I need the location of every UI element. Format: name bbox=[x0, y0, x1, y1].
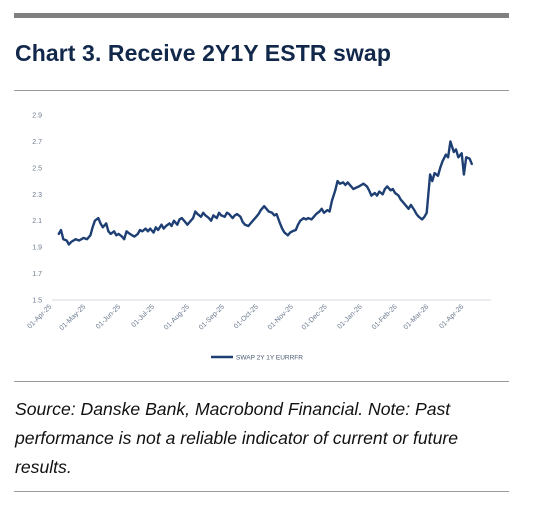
bottom-rule bbox=[14, 491, 509, 492]
x-tick-label: 01-Apr-26 bbox=[438, 303, 465, 330]
x-tick-label: 01-Jul-25 bbox=[131, 303, 157, 329]
top-rule bbox=[14, 13, 509, 18]
y-tick-label: 2.7 bbox=[32, 139, 42, 146]
chart-title: Chart 3. Receive 2Y1Y ESTR swap bbox=[15, 40, 391, 66]
x-tick-label: 01-Feb-26 bbox=[371, 303, 399, 331]
y-tick-label: 2.5 bbox=[32, 165, 42, 172]
y-tick-label: 2.3 bbox=[32, 192, 42, 199]
y-tick-label: 1.7 bbox=[32, 271, 42, 278]
source-note: Source: Danske Bank, Macrobond Financial… bbox=[15, 399, 458, 477]
title-rule bbox=[14, 90, 509, 91]
legend-label: SWAP 2Y 1Y EURRFR bbox=[236, 354, 303, 361]
y-tick-label: 1.9 bbox=[32, 245, 42, 252]
x-tick-label: 01-Aug-25 bbox=[163, 303, 191, 331]
y-tick-label: 2.9 bbox=[32, 113, 42, 120]
line-chart: 2.9 2.7 2.5 2.3 2.1 1.9 1.7 1.501-Apr-25 01-May-… bbox=[26, 113, 491, 361]
y-tick-label: 2.1 bbox=[32, 218, 42, 225]
y-tick-label: 1.5 bbox=[32, 298, 42, 305]
x-tick-label: 01-Dec-25 bbox=[301, 303, 329, 331]
series-line bbox=[57, 140, 473, 246]
x-tick-label: 01-May-25 bbox=[59, 303, 88, 332]
x-tick-label: 01-Nov-25 bbox=[267, 303, 295, 331]
x-tick-label: 01-Jun-25 bbox=[95, 303, 122, 330]
x-tick-label: 01-Mar-26 bbox=[403, 303, 431, 331]
x-tick-label: 01-Jan-26 bbox=[337, 303, 364, 330]
x-tick-label: 01-Oct-25 bbox=[233, 303, 260, 330]
x-tick-label: 01-Sep-25 bbox=[198, 303, 226, 331]
x-tick-label: 01-Apr-25 bbox=[26, 303, 53, 330]
source-rule bbox=[14, 381, 509, 382]
